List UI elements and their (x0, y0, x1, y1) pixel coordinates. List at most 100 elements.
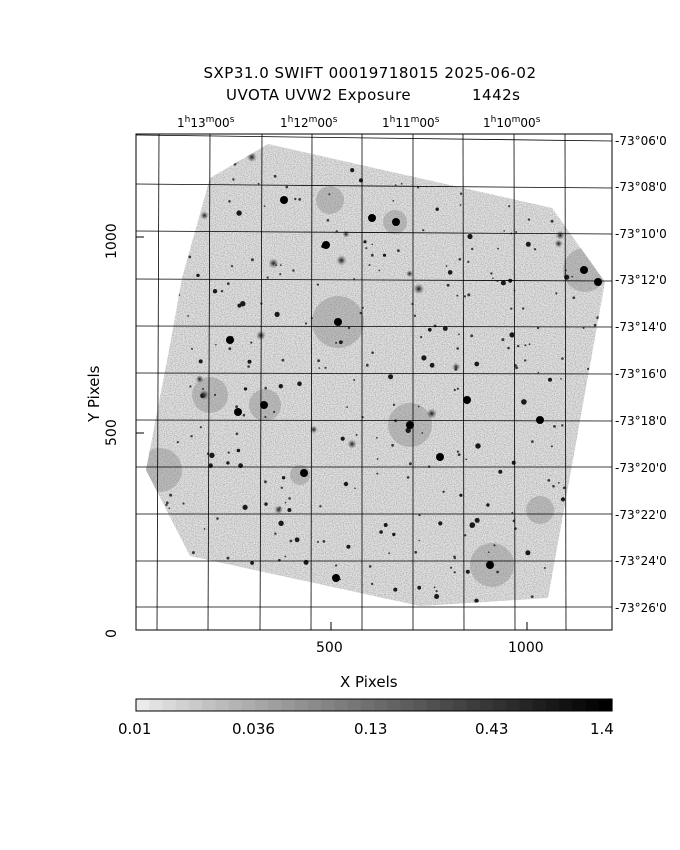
star (230, 265, 234, 268)
star (220, 290, 224, 293)
y-axis-label: Y Pixels (85, 365, 103, 422)
colorbar (136, 699, 613, 711)
star (572, 296, 576, 300)
star (490, 272, 493, 275)
star (596, 316, 600, 320)
star (592, 158, 596, 161)
dec-label: -73°24'0 (615, 554, 667, 568)
dec-label: -73°12'0 (615, 273, 667, 287)
star (236, 448, 241, 453)
star (467, 260, 470, 263)
star (560, 497, 566, 502)
star (397, 249, 400, 253)
star (304, 322, 308, 325)
colorbar-segment (387, 699, 402, 711)
star (555, 292, 558, 295)
star (435, 207, 439, 211)
star (486, 154, 490, 158)
star (165, 503, 168, 507)
star (585, 477, 596, 489)
star (328, 193, 331, 196)
star (160, 246, 163, 249)
star (501, 338, 505, 342)
colorbar-segment (545, 699, 560, 711)
star (422, 229, 425, 232)
star (554, 239, 563, 248)
star (168, 507, 171, 510)
bright-star (536, 416, 544, 424)
star (459, 204, 462, 206)
colorbar-segment (506, 699, 521, 711)
star (465, 458, 468, 461)
star (274, 311, 280, 317)
star (391, 145, 395, 150)
star (191, 347, 193, 350)
image-title: SXP31.0 SWIFT 00019718015 2025-06-02 (203, 64, 537, 82)
star (227, 154, 231, 157)
star (500, 280, 506, 286)
star (426, 408, 437, 419)
star (195, 375, 204, 384)
star (510, 307, 513, 310)
star (571, 275, 574, 278)
star (289, 539, 293, 543)
star (199, 160, 202, 164)
star (433, 586, 436, 589)
star (170, 301, 174, 305)
star (382, 253, 387, 257)
star (488, 551, 490, 553)
star (528, 343, 531, 346)
star (560, 378, 562, 380)
dec-label: -73°20'0 (615, 461, 667, 475)
star (347, 154, 357, 164)
star (553, 425, 556, 428)
star (266, 276, 269, 279)
bright-star (280, 196, 288, 204)
colorbar-segment (360, 699, 375, 711)
star (464, 534, 467, 537)
star (284, 501, 287, 504)
colorbar-frame (135, 698, 613, 712)
star (224, 146, 229, 151)
y-tick-label: 0 (104, 629, 120, 638)
star (475, 443, 481, 449)
star (335, 341, 338, 344)
star (341, 340, 344, 343)
star (354, 487, 356, 490)
star (485, 151, 491, 158)
star (175, 548, 178, 551)
star (215, 343, 217, 346)
star (400, 182, 403, 185)
star (413, 314, 417, 317)
ra-label-2: 1h12m00s (280, 115, 338, 131)
star (575, 188, 579, 192)
bright-star (594, 278, 602, 286)
colorbar-segment (519, 699, 534, 711)
star (569, 179, 573, 183)
star (160, 531, 164, 535)
star (278, 520, 284, 526)
star (279, 264, 282, 266)
star (353, 379, 356, 381)
star (458, 333, 460, 336)
star (317, 540, 319, 543)
star (524, 344, 527, 347)
dec-label: -73°10'0 (615, 227, 667, 241)
dec-label: -73°14'0 (615, 320, 667, 334)
star (470, 334, 474, 338)
star (365, 247, 368, 250)
star (273, 410, 276, 414)
star (336, 255, 347, 266)
star (199, 426, 202, 429)
colorbar-segment (466, 699, 481, 711)
dec-label: -73°08'0 (615, 180, 667, 194)
colorbar-tick-label: 1.4 (590, 720, 614, 738)
star (324, 366, 327, 369)
star (547, 479, 551, 482)
star (371, 351, 374, 355)
star (263, 205, 266, 207)
star (425, 173, 429, 178)
star (164, 565, 167, 568)
bright-star (300, 469, 308, 477)
star (185, 199, 188, 202)
